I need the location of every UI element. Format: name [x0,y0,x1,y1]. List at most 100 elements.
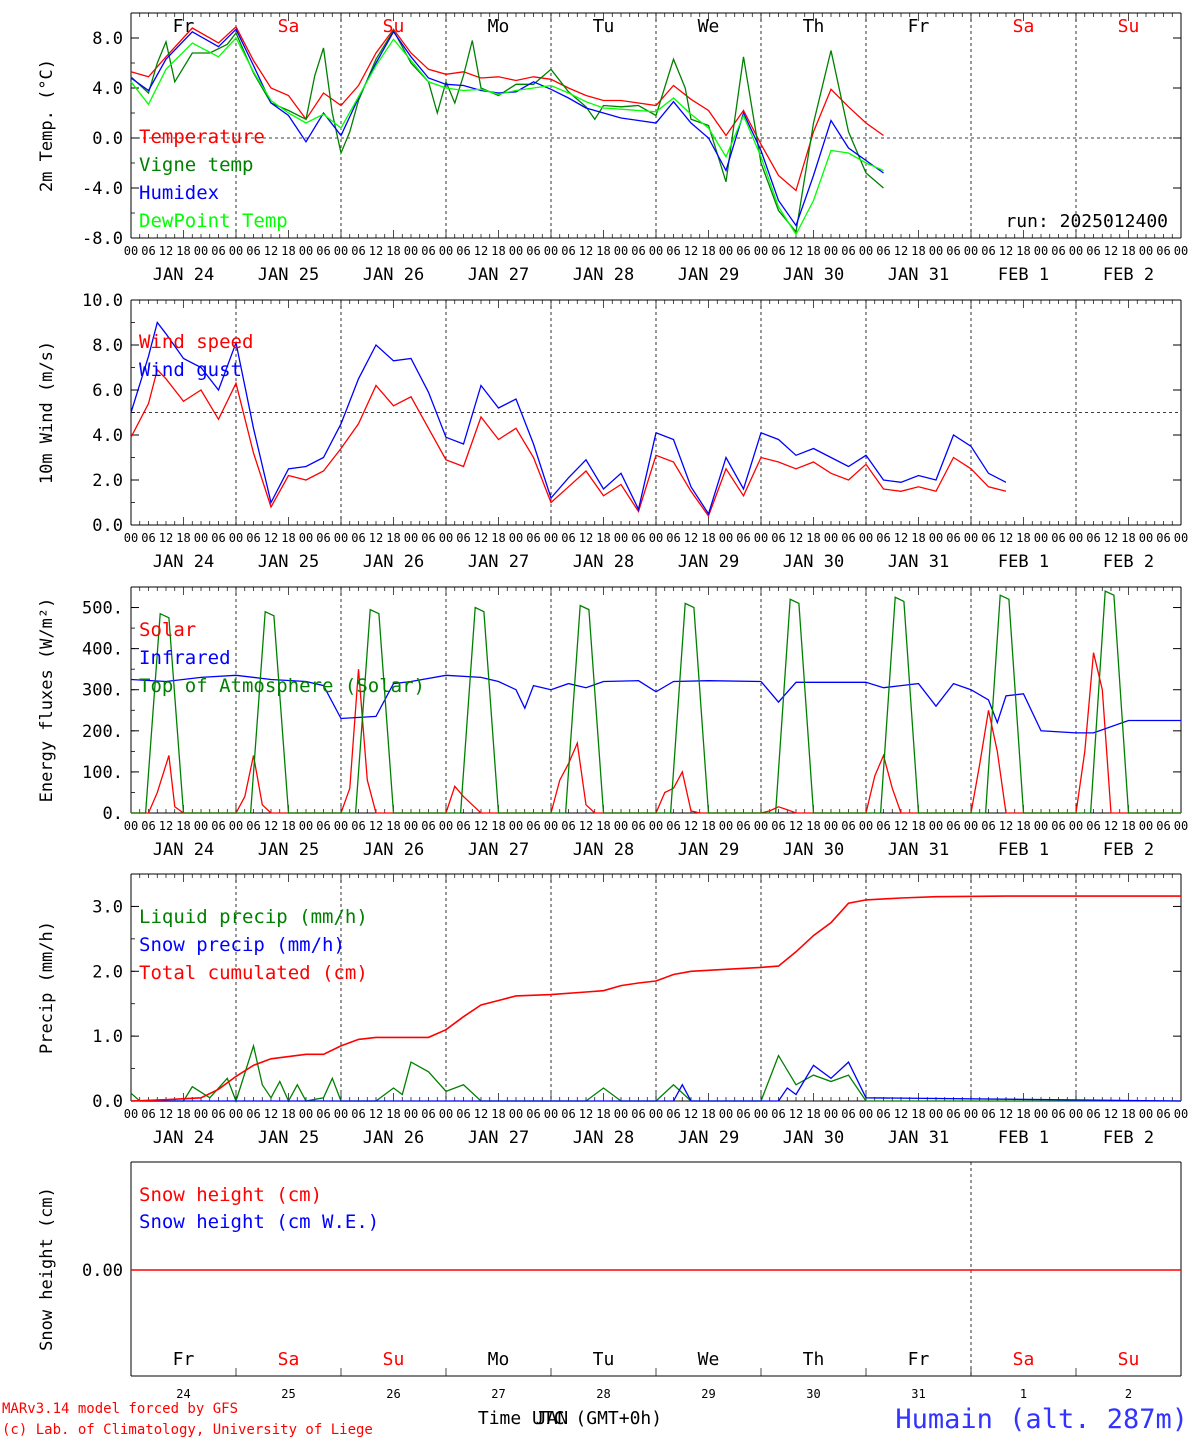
legend-entry: Solar [139,619,196,641]
date-label: JAN 30 [783,552,844,572]
hour-label: 06 [316,244,330,258]
hour-label: 00 [649,1107,663,1121]
y-tick-label: 8.0 [92,29,123,49]
hour-label: 12 [684,819,698,833]
hour-label: 12 [894,531,908,545]
legend-entry: Wind speed [139,331,253,353]
hour-label: 00 [649,531,663,545]
hour-label: 12 [1104,531,1118,545]
hour-label: 06 [421,244,435,258]
hour-label: 00 [1139,531,1153,545]
hour-label: 00 [1034,244,1048,258]
hour-label: 00 [334,819,348,833]
date-label: JAN 26 [363,265,424,285]
hour-label: 00 [859,1107,873,1121]
hour-label: 18 [491,819,505,833]
hour-label: 18 [596,1107,610,1121]
snow-day-number: 28 [596,1387,610,1401]
hour-label: 06 [351,531,365,545]
hour-label: 00 [439,244,453,258]
credit-line-2: (c) Lab. of Climatology, University of L… [2,1422,373,1438]
date-label: JAN 25 [258,1128,319,1148]
hour-label: 06 [876,244,890,258]
y-tick-label: 0.0 [92,129,123,149]
hour-label: 12 [684,1107,698,1121]
hour-label: 06 [1086,244,1100,258]
hour-label: 00 [509,531,523,545]
series-line-humidex [130,28,884,227]
y-tick-label: -8.0 [82,229,123,249]
hour-label: 00 [439,531,453,545]
hour-label: 12 [789,244,803,258]
hour-label: 06 [456,531,470,545]
day-of-week-top: Fr [173,16,195,37]
date-label: FEB 1 [998,552,1049,572]
hour-label: 00 [1069,244,1083,258]
snow-day-name: Fr [908,1349,930,1370]
hour-label: 00 [509,1107,523,1121]
hour-label: 18 [806,244,820,258]
hour-label: 18 [701,244,715,258]
hour-label: 18 [701,531,715,545]
hour-label: 12 [999,531,1013,545]
hour-label: 18 [806,819,820,833]
hour-label: 06 [316,531,330,545]
hour-label: 00 [964,1107,978,1121]
hour-label: 12 [264,1107,278,1121]
snow-day-name: Th [803,1349,825,1370]
hour-label: 00 [1174,1107,1188,1121]
hour-label: 12 [789,819,803,833]
hour-label: 06 [736,244,750,258]
date-label: JAN 25 [258,552,319,572]
hour-label: 00 [964,819,978,833]
date-label: JAN 29 [678,840,739,860]
series-line-dewpoint-temp [130,36,884,236]
hour-label: 06 [876,1107,890,1121]
date-label: JAN 28 [573,552,634,572]
hour-label: 06 [771,819,785,833]
hour-label: 00 [334,244,348,258]
snow-day-number: 27 [491,1387,505,1401]
hour-label: 18 [1016,819,1030,833]
hour-label: 00 [719,819,733,833]
hour-label: 12 [159,1107,173,1121]
hour-label: 12 [1104,1107,1118,1121]
hour-label: 06 [526,1107,540,1121]
hour-label: 18 [701,1107,715,1121]
date-label: FEB 2 [1103,840,1154,860]
snow-day-number: 25 [281,1387,295,1401]
hour-label: 06 [981,244,995,258]
hour-label: 12 [1104,819,1118,833]
date-label: JAN 24 [153,552,214,572]
y-tick-label: 0.00 [82,1261,123,1281]
hour-label: 12 [684,244,698,258]
date-label: FEB 2 [1103,552,1154,572]
hour-label: 06 [876,531,890,545]
hour-label: 00 [929,819,943,833]
y-axis-label: Precip (mm/h) [37,921,57,1054]
date-label: JAN 28 [573,1128,634,1148]
hour-label: 06 [876,819,890,833]
hour-label: 06 [211,819,225,833]
snow-day-name: Su [383,1349,405,1370]
hour-label: 18 [911,819,925,833]
hour-label: 00 [614,531,628,545]
snow-day-name: Mo [488,1349,510,1370]
hour-label: 00 [544,244,558,258]
hour-label: 18 [386,244,400,258]
hour-label: 06 [351,244,365,258]
legend-entry: DewPoint Temp [139,210,288,232]
hour-label: 18 [491,531,505,545]
hour-label: 06 [841,244,855,258]
snow-day-number: 26 [386,1387,400,1401]
hour-label: 00 [299,1107,313,1121]
hour-label: 12 [894,244,908,258]
legend-entry: Total cumulated (cm) [139,962,368,984]
hour-label: 06 [561,1107,575,1121]
date-label: JAN 24 [153,1128,214,1148]
y-tick-label: 500. [82,599,123,619]
date-label: JAN 31 [888,265,949,285]
y-tick-label: 0.0 [92,516,123,536]
hour-label: 00 [649,244,663,258]
